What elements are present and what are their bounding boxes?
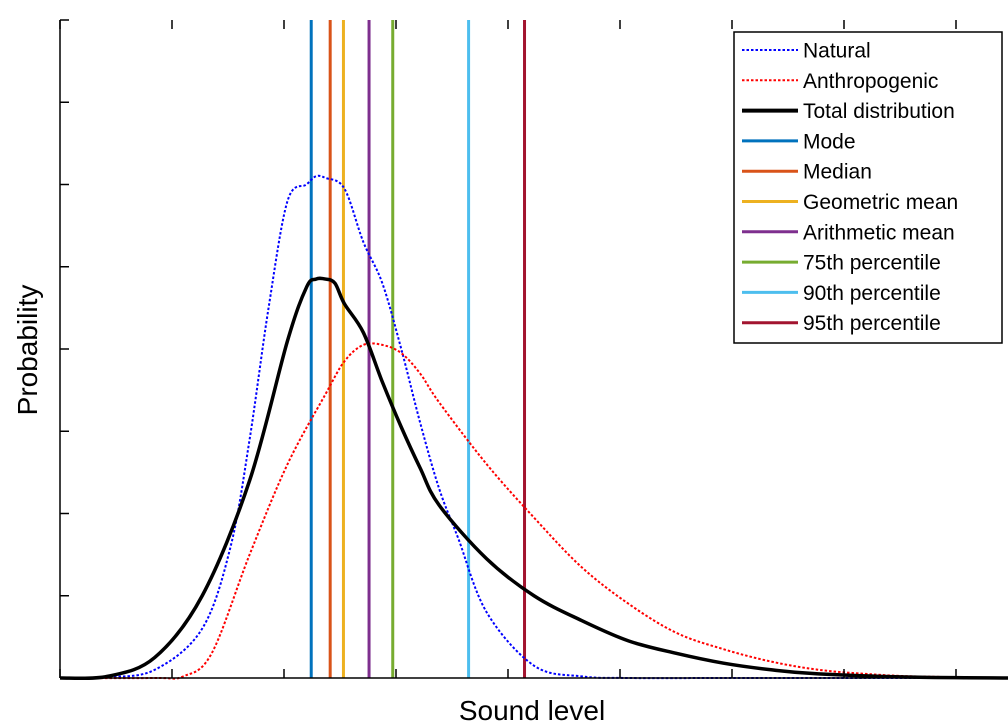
series-line-anthropogenic: [59, 342, 1008, 680]
legend-label-90th-percentile: 90th percentile: [803, 282, 941, 305]
legend-label-arithmetic-mean: Arithmetic mean: [803, 221, 955, 244]
legend-label-mode: Mode: [803, 130, 856, 153]
legend-item-total-distribution: Total distribution: [742, 100, 955, 123]
series-line-total-distribution: [59, 276, 1008, 681]
x-axis-label: Sound level: [459, 695, 605, 726]
legend-item-geometric-mean: Geometric mean: [742, 191, 958, 214]
axes: [59, 19, 1008, 679]
legend-label-median: Median: [803, 161, 872, 184]
legend-label-anthropogenic: Anthropogenic: [803, 70, 938, 93]
legend-item-natural: Natural: [742, 40, 871, 63]
legend-item-mode: Mode: [742, 130, 856, 153]
legend-label-natural: Natural: [803, 40, 871, 63]
legend-label-95th-percentile: 95th percentile: [803, 312, 941, 335]
legend-item-median: Median: [742, 161, 872, 184]
legend: Natural Anthropogenic Total distribution Mo…: [733, 31, 1003, 344]
legend-item-75th-percentile: 75th percentile: [742, 252, 941, 275]
plot-area: [59, 20, 1008, 681]
legend-item-anthropogenic: Anthropogenic: [742, 70, 938, 93]
legend-item-arithmetic-mean: Arithmetic mean: [742, 221, 955, 244]
legend-label-geometric-mean: Geometric mean: [803, 191, 958, 214]
legend-item-95th-percentile: 95th percentile: [742, 312, 941, 335]
y-axis-label: Probability: [12, 285, 43, 416]
legend-item-90th-percentile: 90th percentile: [742, 282, 941, 305]
legend-label-total-distribution: Total distribution: [803, 100, 955, 123]
legend-label-75th-percentile: 75th percentile: [803, 252, 941, 275]
